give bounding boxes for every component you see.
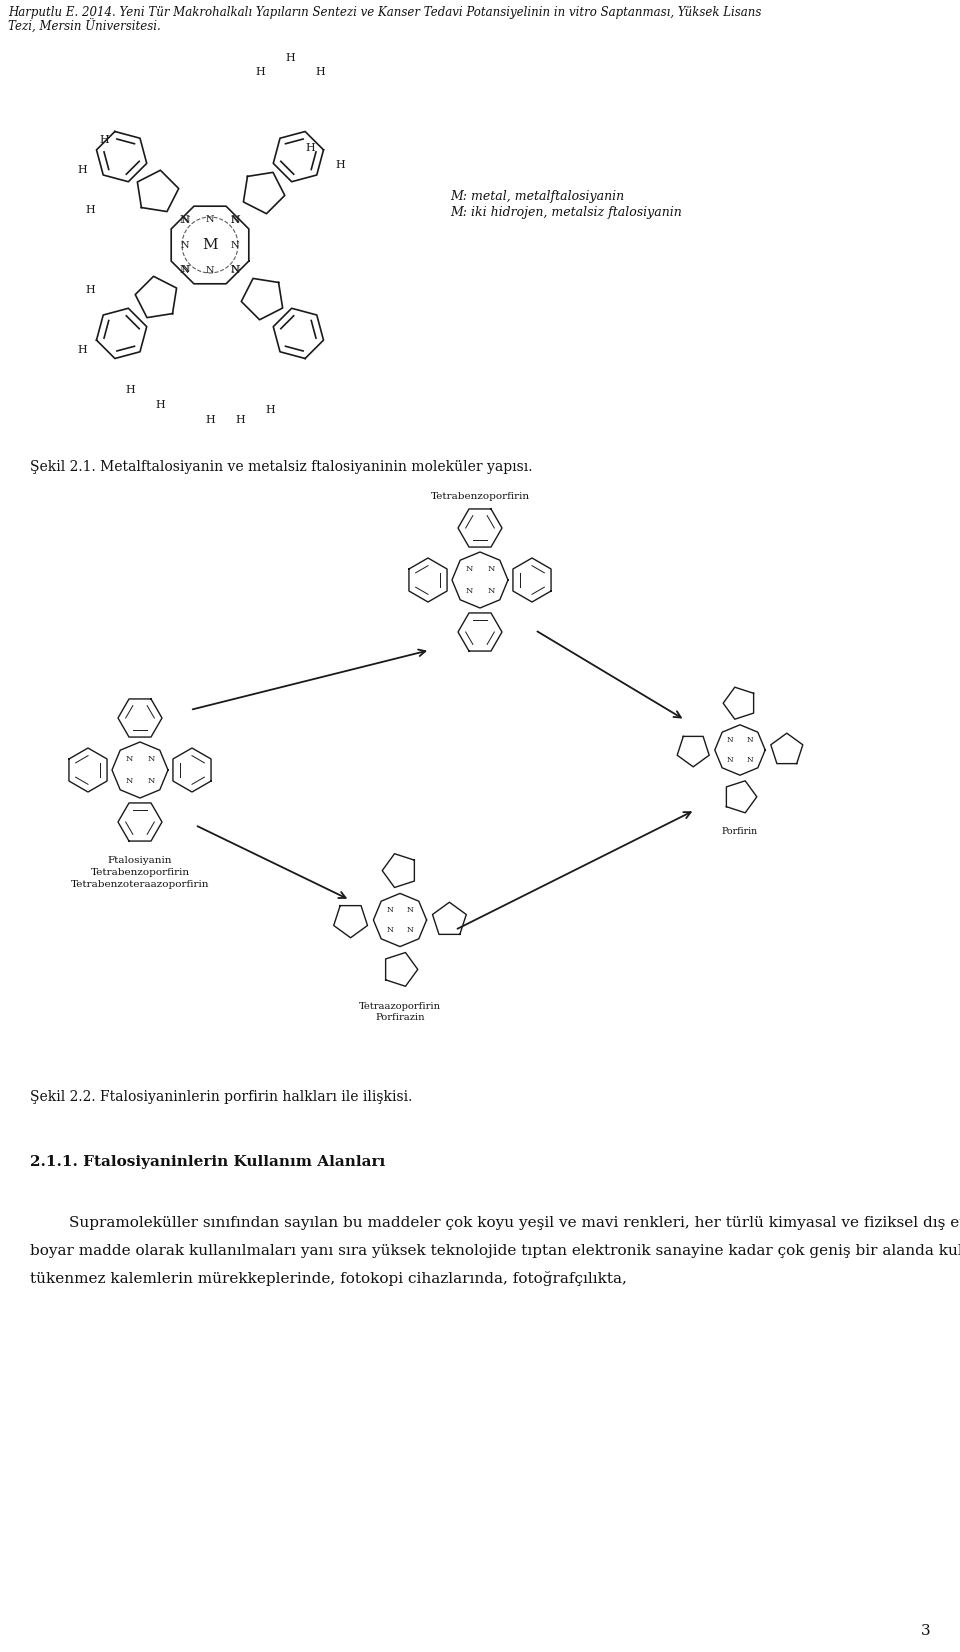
Text: H: H (335, 160, 345, 170)
Text: N: N (230, 215, 240, 225)
Text: N: N (126, 776, 132, 785)
Text: H: H (77, 345, 86, 355)
Text: N: N (747, 737, 753, 743)
Text: Porfirin: Porfirin (722, 828, 758, 836)
Text: N: N (180, 266, 190, 276)
Text: N: N (747, 757, 753, 763)
Text: N: N (488, 565, 494, 573)
Text: H: H (77, 165, 86, 175)
Text: N: N (230, 266, 240, 276)
Text: Şekil 2.2. Ftalosiyaninlerin porfirin halkları ile ilişkisi.: Şekil 2.2. Ftalosiyaninlerin porfirin ha… (30, 1090, 413, 1104)
Text: N: N (386, 905, 393, 914)
Text: N: N (126, 755, 132, 763)
Text: N: N (386, 927, 393, 935)
Text: N: N (488, 586, 494, 595)
Text: N: N (181, 216, 190, 225)
Text: Tetrabenzoporfirin: Tetrabenzoporfirin (90, 867, 189, 877)
Text: Supramoleküller sınıfından sayılan bu maddeler çok koyu yeşil ve mavi renkleri, : Supramoleküller sınıfından sayılan bu ma… (30, 1214, 960, 1231)
Text: H: H (235, 415, 245, 425)
Text: N: N (181, 264, 190, 274)
Text: N: N (205, 215, 214, 225)
Text: N: N (407, 905, 414, 914)
Text: N: N (727, 737, 733, 743)
Text: N: N (407, 927, 414, 935)
Text: N: N (205, 266, 214, 274)
Text: Harputlu E. 2014. Yeni Tür Makrohalkalı Yapıların Sentezi ve Kanser Tedavi Potan: Harputlu E. 2014. Yeni Tür Makrohalkalı … (8, 7, 761, 20)
Text: H: H (85, 286, 95, 296)
Text: boyar madde olarak kullanılmaları yanı sıra yüksek teknolojide tıptan elektronik: boyar madde olarak kullanılmaları yanı s… (30, 1242, 960, 1259)
Text: N: N (147, 776, 155, 785)
Text: Tetraazoporfirin: Tetraazoporfirin (359, 1001, 441, 1011)
Text: M: iki hidrojen, metalsiz ftalosiyanin: M: iki hidrojen, metalsiz ftalosiyanin (450, 206, 682, 220)
Text: N: N (147, 755, 155, 763)
Text: Tezi, Mersin Üniversitesi.: Tezi, Mersin Üniversitesi. (8, 20, 160, 35)
Text: 2.1.1. Ftalosiyaninlerin Kullanım Alanları: 2.1.1. Ftalosiyaninlerin Kullanım Alanla… (30, 1155, 385, 1170)
Text: N: N (466, 586, 472, 595)
Text: N: N (180, 215, 190, 225)
Text: Tetrabenzoteraazoporfirin: Tetrabenzoteraazoporfirin (71, 881, 209, 889)
Text: Şekil 2.1. Metalftalosiyanin ve metalsiz ftalosiyaninin moleküler yapısı.: Şekil 2.1. Metalftalosiyanin ve metalsiz… (30, 459, 533, 474)
Text: H: H (125, 385, 134, 395)
Text: N: N (466, 565, 472, 573)
Text: N: N (727, 757, 733, 763)
Text: H: H (315, 68, 324, 78)
Text: tükenmez kalemlerin mürekkeplerinde, fotokopi cihazlarında, fotoğrafçılıkta,: tükenmez kalemlerin mürekkeplerinde, fot… (30, 1270, 627, 1285)
Text: H: H (205, 415, 215, 425)
Text: H: H (156, 400, 165, 410)
Text: Ftalosiyanin: Ftalosiyanin (108, 856, 172, 866)
Text: Tetrabenzoporfirin: Tetrabenzoporfirin (430, 492, 530, 501)
Text: M: M (203, 238, 218, 253)
Text: H: H (85, 205, 95, 215)
Text: H: H (99, 135, 108, 145)
Text: H: H (305, 144, 315, 154)
Text: 3: 3 (921, 1624, 930, 1639)
Text: H: H (255, 68, 265, 78)
Text: N: N (231, 241, 239, 249)
Text: M: metal, metalftalosiyanin: M: metal, metalftalosiyanin (450, 190, 624, 203)
Text: N: N (230, 216, 239, 225)
Text: H: H (285, 53, 295, 63)
Text: N: N (180, 241, 189, 249)
Text: N: N (230, 264, 239, 274)
Text: H: H (265, 405, 275, 415)
Text: Porfirazin: Porfirazin (375, 1013, 425, 1023)
